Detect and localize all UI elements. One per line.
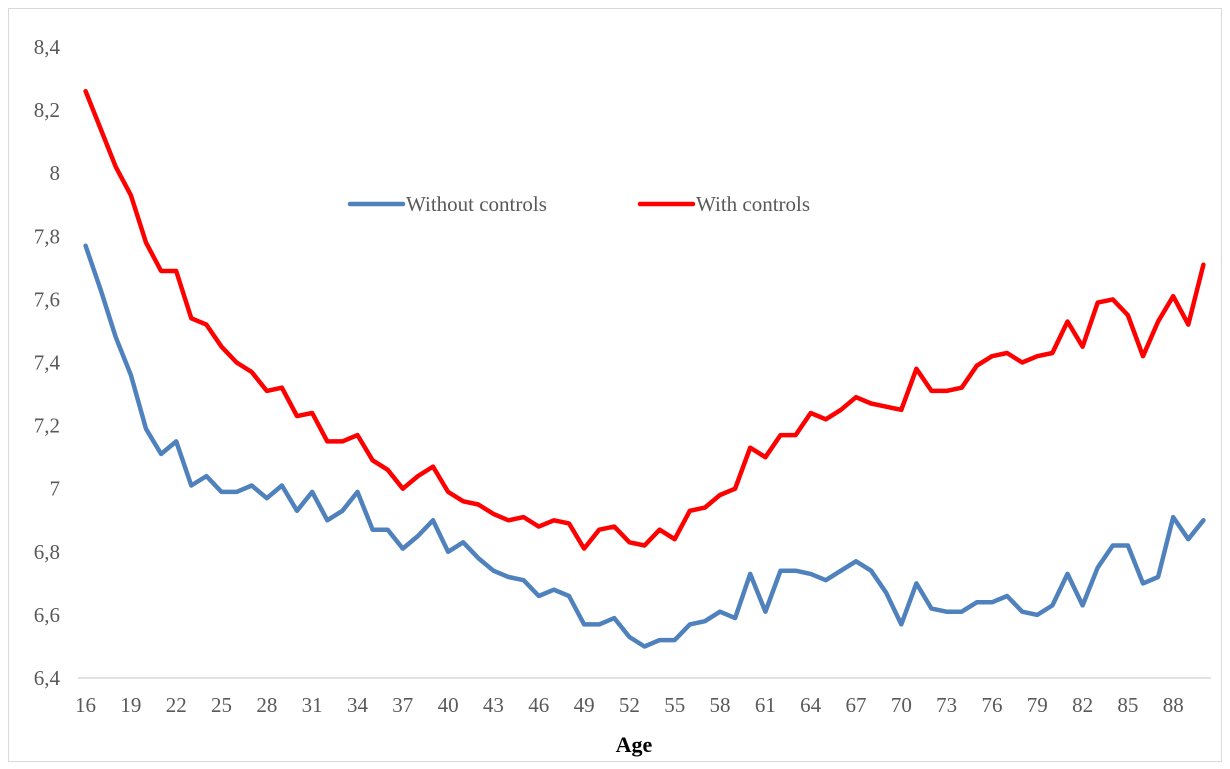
- x-tick-label: 19: [120, 693, 141, 717]
- x-tick-label: 49: [574, 693, 595, 717]
- x-tick-label: 34: [347, 693, 369, 717]
- x-tick-label: 70: [891, 693, 912, 717]
- chart-frame: [8, 8, 1222, 762]
- y-tick-label: 7,2: [34, 414, 60, 438]
- x-tick-label: 76: [981, 693, 1002, 717]
- y-tick-label: 6,6: [34, 603, 60, 627]
- y-tick-label: 7,6: [34, 287, 60, 311]
- y-tick-label: 6,4: [34, 666, 61, 690]
- x-tick-label: 46: [528, 693, 549, 717]
- x-tick-label: 37: [392, 693, 413, 717]
- x-tick-label: 52: [619, 693, 640, 717]
- x-tick-label: 31: [302, 693, 323, 717]
- x-axis-title: Age: [616, 732, 653, 757]
- y-tick-label: 6,8: [34, 540, 60, 564]
- series-line-with-controls: [83, 88, 1206, 551]
- x-tick-label: 73: [936, 693, 957, 717]
- x-tick-label: 64: [800, 693, 822, 717]
- y-axis-ticks: 6,4 6,6 6,8 7 7,2 7,4 7,6 7,8 8 8,2 8,4: [34, 35, 61, 690]
- x-tick-label: 16: [75, 693, 96, 717]
- y-tick-label: 7,4: [34, 351, 61, 375]
- y-tick-label: 7,8: [34, 224, 60, 248]
- y-tick-label: 8: [50, 161, 61, 185]
- x-tick-label: 25: [211, 693, 232, 717]
- x-tick-label: 85: [1117, 693, 1138, 717]
- legend-label: With controls: [696, 192, 810, 216]
- x-tick-label: 22: [166, 693, 187, 717]
- x-tick-label: 88: [1163, 693, 1184, 717]
- legend-label: Without controls: [406, 192, 547, 216]
- x-tick-label: 55: [664, 693, 685, 717]
- x-tick-label: 40: [438, 693, 459, 717]
- y-tick-label: 8,2: [34, 98, 60, 122]
- series-line-without-controls: [83, 243, 1206, 649]
- x-tick-label: 61: [755, 693, 776, 717]
- x-tick-label: 28: [256, 693, 277, 717]
- x-axis-ticks: 16 19 22 25 28 31 34 37 40 43 46 49 52 55 58 61 64 67 70 73…: [75, 693, 1184, 717]
- x-tick-label: 43: [483, 693, 504, 717]
- x-tick-label: 82: [1072, 693, 1093, 717]
- x-tick-label: 58: [710, 693, 731, 717]
- legend: Without controls With controls: [347, 192, 810, 216]
- y-tick-label: 8,4: [34, 35, 61, 59]
- x-tick-label: 67: [845, 693, 866, 717]
- x-tick-label: 79: [1027, 693, 1048, 717]
- y-tick-label: 7: [50, 477, 61, 501]
- series-group: [83, 88, 1206, 649]
